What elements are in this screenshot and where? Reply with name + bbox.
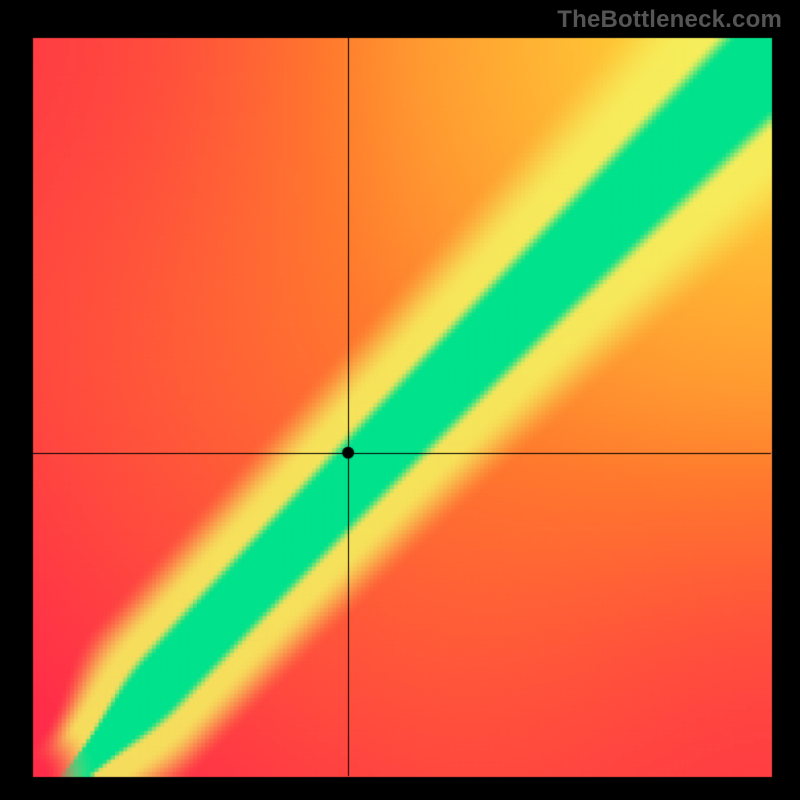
heatmap-canvas [0, 0, 800, 800]
watermark-text: TheBottleneck.com [557, 6, 782, 34]
chart-container: TheBottleneck.com [0, 0, 800, 800]
